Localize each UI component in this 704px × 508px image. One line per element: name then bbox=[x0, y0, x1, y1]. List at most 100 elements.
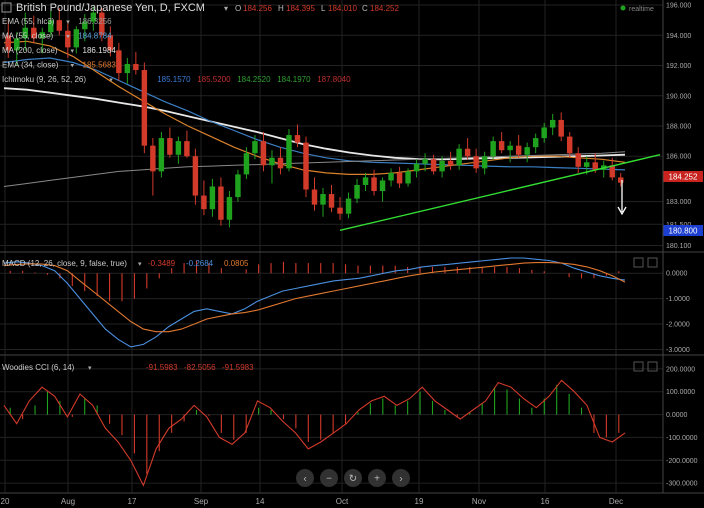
indicator-row[interactable]: MA (55, close) ▾ 184.8784 bbox=[2, 32, 112, 41]
svg-text:‹: ‹ bbox=[303, 474, 306, 485]
indicator-row[interactable]: Ichimoku (9, 26, 52, 26) ▾ 185.1570 185.520… bbox=[2, 75, 351, 84]
macd-panel[interactable] bbox=[3, 257, 626, 348]
time-axis[interactable]: 20 Aug 17 Sep 14 Oct 19 Nov 16 Dec bbox=[1, 497, 624, 506]
zoom-out-button[interactable]: − bbox=[320, 469, 338, 487]
candle bbox=[456, 144, 462, 170]
candle bbox=[235, 169, 241, 202]
indicator-value: 187.8040 bbox=[317, 75, 351, 84]
panel-maximize-icon[interactable] bbox=[633, 361, 644, 372]
indicator-menu-chevron-icon: ▾ bbox=[71, 63, 75, 70]
macd-axis[interactable]: 0.0000 -1.0000 -2.0000 -3.0000 bbox=[666, 271, 690, 354]
macd-legend[interactable]: MACD (12, 26, close, 9, false, true) ▾ -… bbox=[2, 259, 249, 268]
reset-button[interactable]: ↻ bbox=[344, 469, 362, 487]
candlesticks bbox=[5, 6, 624, 228]
candle bbox=[464, 138, 471, 160]
candle bbox=[167, 127, 173, 158]
support-trendline[interactable] bbox=[339, 154, 661, 232]
indicator-row[interactable]: EMA (34, close) ▾ 185.5683 bbox=[2, 61, 116, 70]
header: British Pound/Japanese Yen, D, FXCM ▾ O … bbox=[1, 2, 654, 14]
symbol-menu-chevron-icon[interactable]: ▾ bbox=[224, 4, 228, 13]
candle bbox=[158, 132, 165, 178]
macd-series-line bbox=[3, 262, 626, 333]
scroll-right-button[interactable]: › bbox=[392, 469, 410, 487]
time-tick-label: Dec bbox=[609, 497, 623, 506]
low-label: L bbox=[321, 4, 326, 13]
candle bbox=[201, 180, 207, 216]
candle bbox=[481, 151, 488, 175]
time-tick-label: Nov bbox=[472, 497, 486, 506]
candle bbox=[260, 132, 267, 172]
price-tick-label: 196.000 bbox=[666, 3, 691, 10]
candle bbox=[396, 166, 403, 188]
candle bbox=[371, 169, 377, 196]
cci-legend[interactable]: Woodies CCI (6, 14) ▾ -91.5983 -82.5056 … bbox=[2, 363, 254, 372]
marker-price-tag: 180.800 bbox=[663, 225, 703, 236]
candle bbox=[303, 136, 309, 198]
scroll-left-button[interactable]: ‹ bbox=[296, 469, 314, 487]
cci-panel[interactable] bbox=[3, 379, 626, 487]
collapse-icon[interactable] bbox=[1, 2, 12, 13]
time-tick-label: Aug bbox=[61, 497, 75, 506]
candle bbox=[490, 136, 496, 160]
candle bbox=[141, 62, 148, 154]
cci-panel-controls[interactable] bbox=[633, 361, 658, 372]
cci-axis[interactable]: 200.0000 100.0000 0.0000 -100.0000 -200.0000… bbox=[666, 366, 698, 487]
cci-series-line bbox=[3, 379, 626, 487]
macd-panel-controls[interactable] bbox=[633, 257, 658, 268]
cci-tick-label: -100.0000 bbox=[666, 435, 698, 442]
candle bbox=[388, 168, 394, 187]
panel-close-icon[interactable] bbox=[647, 361, 658, 372]
candle bbox=[532, 133, 539, 154]
candle bbox=[430, 154, 437, 175]
macd-value-histogram: -0.3489 bbox=[148, 259, 176, 268]
candle bbox=[618, 172, 624, 187]
trendline[interactable] bbox=[339, 154, 661, 232]
candle bbox=[473, 148, 479, 173]
svg-text:↻: ↻ bbox=[349, 474, 357, 485]
price-tick-label: 192.000 bbox=[666, 63, 691, 70]
candle bbox=[22, 12, 28, 51]
candle bbox=[226, 191, 233, 228]
candle bbox=[541, 122, 547, 143]
price-tick-label: 180.100 bbox=[666, 243, 691, 250]
candle bbox=[252, 135, 258, 160]
candle bbox=[48, 11, 54, 37]
candle bbox=[209, 178, 216, 217]
candle bbox=[413, 159, 420, 178]
indicator-value: 184.2520 bbox=[237, 75, 271, 84]
candle bbox=[362, 172, 369, 192]
candle bbox=[175, 136, 182, 164]
cci-value-3: -91.5983 bbox=[222, 363, 254, 372]
navigation-controls[interactable]: ‹ − ↻ + › bbox=[296, 469, 410, 487]
indicator-row[interactable]: MA (200, close) ▾ 186.1984 bbox=[2, 46, 116, 55]
indicator-row[interactable]: EMA (55, hlc3) ▾ 186.3256 bbox=[2, 17, 112, 26]
candle bbox=[107, 26, 114, 57]
cci-tick-label: -200.0000 bbox=[666, 458, 698, 465]
price-panel[interactable] bbox=[3, 6, 661, 232]
candle bbox=[99, 8, 105, 42]
macd-tick-label: -2.0000 bbox=[666, 322, 690, 329]
panel-maximize-icon[interactable] bbox=[633, 257, 644, 268]
macd-label: MACD (12, 26, close, 9, false, true) bbox=[2, 259, 127, 268]
candle bbox=[558, 112, 564, 142]
close-label: C bbox=[362, 4, 368, 13]
zoom-in-button[interactable]: + bbox=[368, 469, 386, 487]
cci-value-1: -91.5983 bbox=[146, 363, 178, 372]
cci-label: Woodies CCI (6, 14) bbox=[2, 363, 75, 372]
macd-lines bbox=[3, 257, 626, 348]
macd-menu-chevron-icon: ▾ bbox=[138, 261, 142, 268]
panel-close-icon[interactable] bbox=[647, 257, 658, 268]
candle bbox=[320, 188, 326, 217]
candle bbox=[439, 156, 445, 178]
svg-text:−: − bbox=[326, 474, 332, 485]
candle bbox=[90, 6, 97, 31]
high-label: H bbox=[278, 4, 284, 13]
price-tick-label: 190.000 bbox=[666, 93, 691, 100]
indicator-legend[interactable]: EMA (55, hlc3) ▾ 186.3256 MA (55, close) ▾ 18… bbox=[2, 17, 351, 84]
cci-tick-label: 200.0000 bbox=[666, 366, 695, 373]
candle bbox=[14, 32, 20, 66]
indicator-label: MA (200, close) bbox=[2, 46, 58, 55]
svg-text:+: + bbox=[374, 474, 380, 485]
ma-line bbox=[3, 57, 626, 171]
